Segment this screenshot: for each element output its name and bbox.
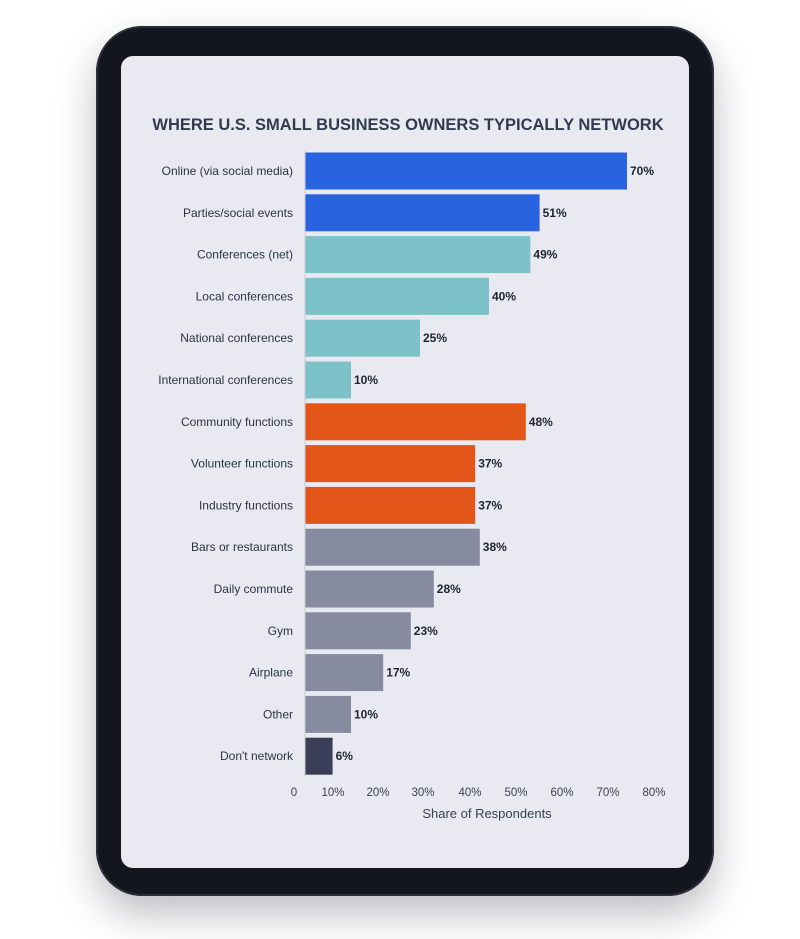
x-tick-label: 10%: [321, 787, 344, 799]
x-tick-label: 70%: [596, 787, 619, 799]
bar: [305, 612, 411, 650]
category-label: Industry functions: [199, 498, 293, 512]
x-tick-label: 60%: [550, 787, 573, 799]
tablet-screen: WHERE U.S. SMALL BUSINESS OWNERS TYPICAL…: [121, 56, 689, 868]
category-label: Gym: [268, 624, 293, 638]
category-label: Parties/social events: [183, 206, 293, 220]
bar-value-label: 49%: [533, 248, 557, 262]
chart-title: WHERE U.S. SMALL BUSINESS OWNERS TYPICAL…: [152, 116, 663, 134]
bar-value-label: 25%: [423, 331, 447, 345]
x-axis-ticks: 0 10% 20% 30% 40% 50% 60% 70% 80%: [291, 787, 666, 799]
bar: [305, 528, 480, 566]
bar-value-label: 10%: [354, 373, 378, 387]
bar: [305, 236, 531, 274]
x-tick-label: 80%: [642, 787, 665, 799]
bar-value-label: 70%: [630, 164, 654, 178]
bar: [305, 194, 540, 232]
bar-value-label: 17%: [386, 666, 410, 680]
x-tick-label: 0: [291, 787, 297, 799]
bar-chart: WHERE U.S. SMALL BUSINESS OWNERS TYPICAL…: [152, 116, 666, 821]
category-label: Volunteer functions: [191, 457, 293, 471]
x-tick-label: 50%: [504, 787, 527, 799]
bar-value-label: 10%: [354, 707, 378, 721]
category-label: National conferences: [180, 331, 293, 345]
category-label: International conferences: [158, 373, 293, 387]
bar: [305, 570, 434, 608]
category-label: Don't network: [220, 749, 294, 763]
bar-value-label: 37%: [478, 498, 502, 512]
x-tick-label: 30%: [411, 787, 434, 799]
bar-value-label: 38%: [483, 540, 507, 554]
x-tick-label: 20%: [366, 787, 389, 799]
category-label: Bars or restaurants: [191, 540, 293, 554]
bar-value-label: 28%: [437, 582, 461, 596]
bar: [305, 654, 384, 692]
category-label: Community functions: [181, 415, 293, 429]
category-label: Conferences (net): [197, 248, 293, 262]
category-label: Airplane: [249, 666, 293, 680]
bar: [305, 277, 489, 315]
bar: [305, 152, 627, 190]
bar: [305, 486, 476, 524]
bar: [305, 737, 333, 775]
category-label: Daily commute: [214, 582, 294, 596]
bar: [305, 319, 420, 357]
bar-value-label: 6%: [336, 749, 354, 763]
bar: [305, 445, 476, 483]
x-tick-label: 40%: [458, 787, 481, 799]
bar-value-label: 37%: [478, 457, 502, 471]
bar-value-label: 23%: [414, 624, 438, 638]
bar-value-label: 51%: [543, 206, 567, 220]
x-axis-label: Share of Respondents: [422, 806, 552, 821]
bar: [305, 695, 351, 733]
bar-value-label: 40%: [492, 289, 516, 303]
bar: [305, 361, 351, 399]
bars-group: Online (via social media) 70% Parties/soci…: [158, 152, 654, 775]
category-label: Online (via social media): [162, 164, 293, 178]
category-label: Other: [263, 707, 293, 721]
bar-value-label: 48%: [529, 415, 553, 429]
category-label: Local conferences: [196, 289, 293, 303]
bar: [305, 403, 526, 441]
